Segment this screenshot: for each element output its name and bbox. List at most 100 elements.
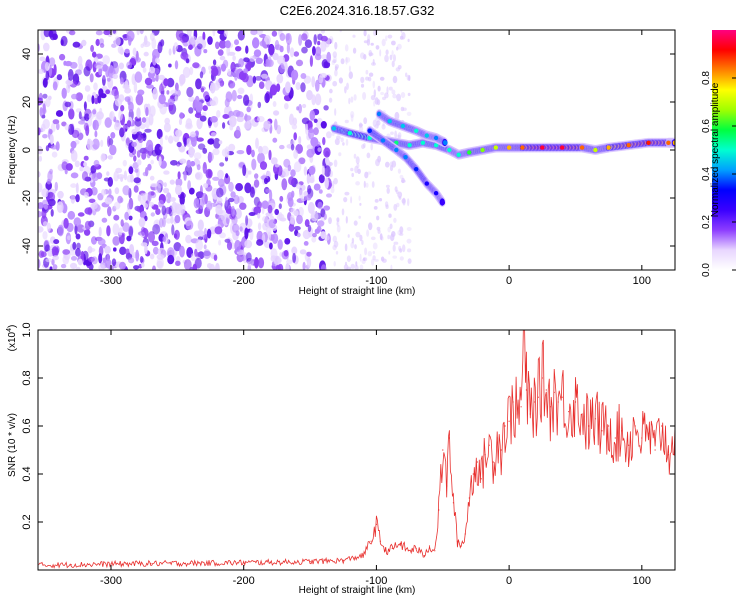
noise-blob (224, 146, 230, 158)
noise-blob (45, 70, 50, 81)
noise-blob (376, 215, 380, 221)
noise-blob (285, 81, 291, 94)
noise-blob (257, 212, 261, 219)
noise-blob (169, 95, 175, 100)
noise-blob (192, 263, 198, 270)
noise-blob (120, 105, 125, 112)
noise-blob (228, 143, 236, 152)
snr-panel: -300 -200 -100 0 100 0.2 0.4 0.6 0.8 1.0 Height … (6, 322, 676, 596)
noise-blob (380, 236, 384, 241)
noise-blob (267, 204, 273, 214)
noise-blob (156, 257, 164, 269)
noise-blob (237, 30, 245, 41)
noise-blob (255, 57, 263, 64)
noise-blob (338, 152, 342, 157)
noise-blob (165, 192, 172, 204)
snr-data-point (634, 425, 636, 427)
noise-blob (352, 34, 356, 38)
noise-blob (244, 239, 253, 249)
noise-blob (39, 107, 43, 117)
noise-blob (350, 114, 354, 122)
noise-blob (318, 189, 323, 194)
noise-blob (249, 186, 255, 198)
noise-blob (123, 170, 127, 181)
ridge-point (467, 150, 472, 155)
noise-blob (206, 200, 213, 212)
noise-blob (247, 170, 252, 175)
noise-blob (306, 251, 312, 257)
snr-data-point (229, 562, 231, 564)
noise-blob (323, 147, 331, 158)
noise-blob (197, 43, 203, 50)
noise-blob (70, 183, 77, 188)
noise-blob (244, 182, 252, 194)
noise-blob (298, 206, 304, 217)
noise-blob (374, 97, 379, 105)
noise-blob (244, 227, 249, 240)
noise-blob (289, 214, 295, 225)
noise-blob (39, 56, 46, 62)
noise-blob (370, 236, 376, 241)
noise-blob (392, 93, 397, 99)
snr-data-point (484, 454, 486, 456)
noise-blob (249, 56, 256, 62)
noise-blob (259, 33, 267, 38)
noise-blob (313, 183, 321, 191)
noise-blob (52, 81, 58, 91)
noise-blob (86, 94, 92, 103)
noise-blob (182, 66, 191, 78)
snr-data-point (460, 545, 462, 547)
noise-blob (314, 141, 321, 147)
noise-blob (150, 159, 154, 165)
noise-blob (108, 65, 114, 74)
noise-blob (230, 61, 236, 73)
snr-data-point (529, 413, 531, 415)
noise-blob (218, 239, 222, 246)
noise-blob (347, 234, 350, 238)
snr-multiplier-close: ) (7, 325, 18, 328)
noise-blob (68, 108, 75, 120)
y-tick-label: -40 (21, 238, 33, 254)
noise-blob (217, 169, 224, 179)
noise-blob (84, 220, 91, 231)
noise-blob (170, 197, 176, 202)
noise-blob (270, 84, 278, 96)
noise-blob (98, 253, 103, 264)
noise-blob (239, 202, 247, 210)
noise-blob (158, 199, 164, 208)
noise-blob (254, 173, 259, 179)
noise-blob (91, 256, 98, 265)
noise-blob (195, 101, 203, 113)
noise-blob (98, 226, 102, 237)
ridge-point (424, 133, 429, 138)
noise-blob (122, 185, 130, 196)
noise-blob (38, 149, 43, 155)
noise-blob (160, 39, 165, 47)
noise-blob (354, 265, 359, 270)
noise-blob (277, 258, 282, 263)
noise-blob (326, 131, 332, 139)
noise-blob (367, 76, 372, 82)
noise-blob (79, 166, 84, 172)
noise-blob (298, 34, 303, 46)
noise-blob (292, 252, 296, 264)
noise-blob (107, 155, 113, 160)
noise-blob (99, 43, 105, 48)
noise-blob (251, 158, 257, 171)
noise-blob (218, 40, 227, 49)
noise-blob (298, 189, 304, 199)
noise-blob (215, 262, 220, 270)
x-tick-label: -300 (100, 575, 122, 587)
noise-blob (50, 209, 54, 217)
noise-blob (291, 69, 299, 81)
ridge-point (480, 147, 485, 153)
noise-blob (397, 191, 403, 198)
noise-blob (257, 101, 262, 109)
noise-blob (90, 44, 94, 53)
noise-blob (219, 162, 225, 167)
noise-blob (95, 64, 103, 70)
noise-blob (194, 197, 200, 205)
noise-blob (158, 94, 166, 105)
noise-blob (336, 135, 341, 140)
